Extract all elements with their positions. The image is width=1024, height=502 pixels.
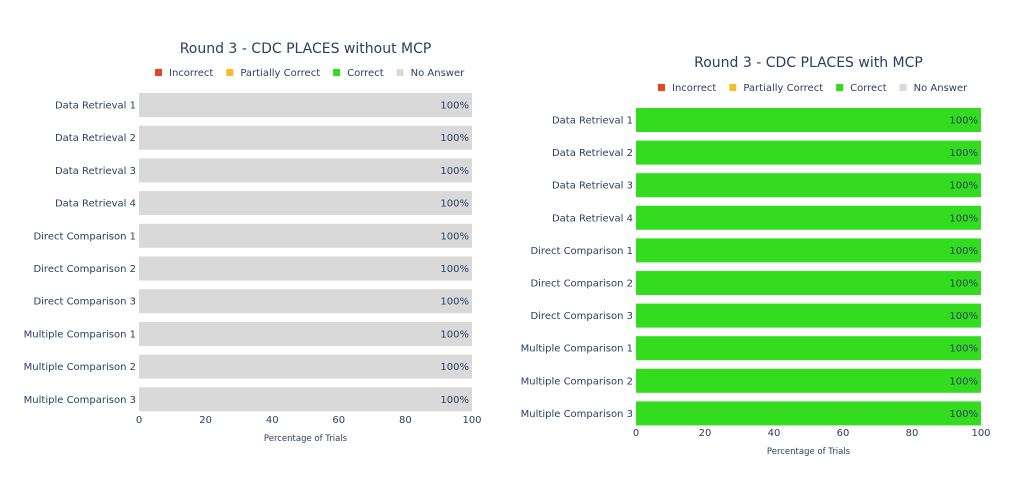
legend-swatch-no-answer bbox=[396, 69, 404, 76]
x-tick-label: 20 bbox=[199, 415, 212, 426]
category-label: Data Retrieval 1 bbox=[55, 101, 136, 112]
x-axis-title: Percentage of Trials bbox=[767, 447, 851, 457]
bar-value-label: 100% bbox=[440, 297, 469, 308]
bar-correct-data-retrieval-1 bbox=[636, 108, 981, 132]
legend-label-incorrect: Incorrect bbox=[672, 83, 716, 94]
bar-value-label: 100% bbox=[949, 344, 978, 355]
bar-correct-direct-comparison-2 bbox=[636, 271, 981, 295]
category-label: Multiple Comparison 1 bbox=[24, 329, 136, 340]
category-label: Data Retrieval 1 bbox=[552, 116, 633, 127]
bar-no-answer-data-retrieval-2 bbox=[139, 125, 472, 150]
category-label: Direct Comparison 3 bbox=[33, 297, 136, 308]
category-label: Data Retrieval 4 bbox=[552, 213, 633, 224]
chart-title: Round 3 - CDC PLACES without MCP bbox=[180, 41, 432, 57]
legend-label-correct: Correct bbox=[347, 68, 384, 79]
bar-value-label: 100% bbox=[949, 279, 978, 290]
category-label: Multiple Comparison 3 bbox=[24, 395, 136, 406]
x-tick-label: 80 bbox=[906, 428, 919, 439]
category-label: Direct Comparison 1 bbox=[33, 231, 136, 242]
legend-label-correct: Correct bbox=[850, 83, 887, 94]
bar-no-answer-data-retrieval-3 bbox=[139, 158, 472, 183]
legend-swatch-correct bbox=[836, 84, 844, 91]
x-tick-label: 100 bbox=[971, 428, 990, 439]
chart-title: Round 3 - CDC PLACES with MCP bbox=[694, 55, 923, 71]
bar-value-label: 100% bbox=[949, 213, 978, 224]
legend-swatch-partially-correct bbox=[729, 84, 737, 91]
bar-no-answer-multiple-comparison-1 bbox=[139, 321, 472, 346]
x-tick-label: 100 bbox=[462, 415, 481, 426]
bar-value-label: 100% bbox=[440, 329, 469, 340]
bar-value-label: 100% bbox=[440, 101, 469, 112]
bar-no-answer-data-retrieval-1 bbox=[139, 93, 472, 117]
bar-correct-multiple-comparison-1 bbox=[636, 336, 981, 361]
bar-no-answer-direct-comparison-1 bbox=[139, 223, 472, 248]
bar-no-answer-multiple-comparison-2 bbox=[139, 354, 472, 379]
bar-correct-data-retrieval-2 bbox=[636, 140, 981, 165]
chart-svg: Round 3 - CDC PLACES without MCP Incorrec… bbox=[24, 41, 482, 444]
x-tick-label: 20 bbox=[699, 428, 712, 439]
bar-value-label: 100% bbox=[440, 362, 469, 373]
legend-swatch-partially-correct bbox=[226, 69, 234, 76]
x-tick-label: 0 bbox=[633, 428, 639, 439]
legend-swatch-incorrect bbox=[155, 69, 162, 76]
chart-svg: Round 3 - CDC PLACES with MCP Incorrect Pa… bbox=[521, 55, 991, 457]
bar-value-label: 100% bbox=[949, 148, 978, 159]
bar-value-label: 100% bbox=[440, 166, 469, 177]
bar-correct-multiple-comparison-3 bbox=[636, 401, 981, 426]
bar-value-label: 100% bbox=[949, 181, 978, 192]
bar-correct-multiple-comparison-2 bbox=[636, 368, 981, 393]
chart-with-mcp: Round 3 - CDC PLACES with MCP Incorrect Pa… bbox=[512, 0, 1024, 502]
bar-no-answer-data-retrieval-4 bbox=[139, 191, 472, 216]
category-label: Multiple Comparison 2 bbox=[521, 376, 633, 387]
legend-swatch-correct bbox=[333, 69, 341, 76]
bar-correct-data-retrieval-3 bbox=[636, 173, 981, 198]
x-tick-label: 80 bbox=[399, 415, 412, 426]
bar-value-label: 100% bbox=[440, 264, 469, 275]
bar-correct-direct-comparison-3 bbox=[636, 303, 981, 328]
bar-value-label: 100% bbox=[440, 199, 469, 210]
bar-value-label: 100% bbox=[949, 311, 978, 322]
x-tick-label: 40 bbox=[768, 428, 781, 439]
bar-value-label: 100% bbox=[949, 116, 978, 127]
legend-label-incorrect: Incorrect bbox=[169, 68, 213, 79]
legend-label-partially-correct: Partially Correct bbox=[743, 83, 823, 94]
bar-correct-direct-comparison-1 bbox=[636, 238, 981, 263]
bar-no-answer-multiple-comparison-3 bbox=[139, 387, 472, 412]
legend-swatch-incorrect bbox=[658, 84, 665, 91]
x-tick-label: 40 bbox=[266, 415, 279, 426]
category-label: Direct Comparison 2 bbox=[530, 279, 633, 290]
bar-value-label: 100% bbox=[949, 376, 978, 387]
bar-value-label: 100% bbox=[440, 395, 469, 406]
x-tick-label: 0 bbox=[136, 415, 142, 426]
category-label: Data Retrieval 2 bbox=[552, 148, 633, 159]
x-tick-label: 60 bbox=[332, 415, 345, 426]
category-label: Data Retrieval 3 bbox=[552, 181, 633, 192]
chart-without-mcp: Round 3 - CDC PLACES without MCP Incorrec… bbox=[24, 41, 482, 444]
category-label: Multiple Comparison 1 bbox=[521, 344, 633, 355]
category-label: Multiple Comparison 2 bbox=[24, 362, 136, 373]
bar-value-label: 100% bbox=[949, 246, 978, 257]
bar-value-label: 100% bbox=[440, 231, 469, 242]
legend: Incorrect Partially Correct Correct No Answ… bbox=[658, 83, 968, 94]
bar-value-label: 100% bbox=[949, 409, 978, 420]
category-label: Direct Comparison 2 bbox=[33, 264, 136, 275]
category-label: Direct Comparison 3 bbox=[530, 311, 633, 322]
category-label: Multiple Comparison 3 bbox=[521, 409, 633, 420]
bar-no-answer-direct-comparison-3 bbox=[139, 289, 472, 314]
legend-label-partially-correct: Partially Correct bbox=[240, 68, 320, 79]
bar-value-label: 100% bbox=[440, 133, 469, 144]
category-label: Direct Comparison 1 bbox=[530, 246, 633, 257]
category-label: Data Retrieval 4 bbox=[55, 199, 136, 210]
legend-swatch-no-answer bbox=[899, 84, 907, 91]
x-tick-label: 60 bbox=[837, 428, 850, 439]
legend-label-no-answer: No Answer bbox=[411, 68, 465, 79]
legend: Incorrect Partially Correct Correct No Answ… bbox=[155, 68, 465, 79]
category-label: Data Retrieval 3 bbox=[55, 166, 136, 177]
x-axis-title: Percentage of Trials bbox=[264, 434, 348, 444]
legend-label-no-answer: No Answer bbox=[914, 83, 968, 94]
bar-correct-data-retrieval-4 bbox=[636, 205, 981, 230]
bar-no-answer-direct-comparison-2 bbox=[139, 256, 472, 281]
category-label: Data Retrieval 2 bbox=[55, 133, 136, 144]
